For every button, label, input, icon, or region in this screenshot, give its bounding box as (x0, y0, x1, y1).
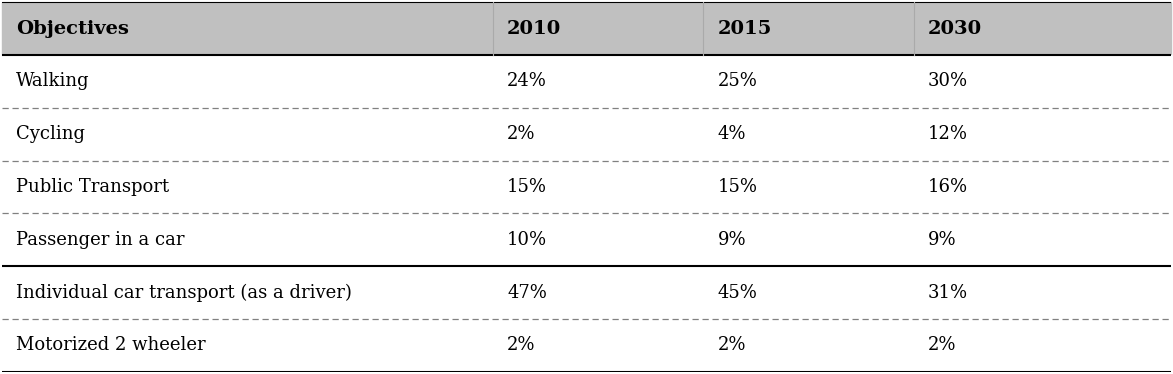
Text: 2%: 2% (507, 125, 536, 143)
Text: 25%: 25% (718, 72, 758, 91)
Text: 12%: 12% (928, 125, 968, 143)
Text: Passenger in a car: Passenger in a car (16, 231, 184, 249)
Bar (2, 214, 1171, 266)
Bar (2, 55, 1171, 108)
Text: Public Transport: Public Transport (16, 178, 169, 196)
Bar (2, 108, 1171, 160)
Text: 45%: 45% (718, 283, 758, 302)
Text: Objectives: Objectives (16, 19, 129, 37)
Bar (2, 2, 1171, 55)
Text: 9%: 9% (928, 231, 956, 249)
Text: 30%: 30% (928, 72, 968, 91)
Text: 2%: 2% (507, 337, 536, 355)
Text: 16%: 16% (928, 178, 968, 196)
Text: 4%: 4% (718, 125, 746, 143)
Text: 10%: 10% (507, 231, 547, 249)
Text: 15%: 15% (507, 178, 547, 196)
Text: 47%: 47% (507, 283, 547, 302)
Text: Individual car transport (as a driver): Individual car transport (as a driver) (16, 283, 352, 302)
Text: 2030: 2030 (928, 19, 982, 37)
Text: 2010: 2010 (507, 19, 561, 37)
Bar (2, 160, 1171, 214)
Text: 2015: 2015 (718, 19, 772, 37)
Text: 31%: 31% (928, 283, 968, 302)
Bar (2, 319, 1171, 372)
Text: 24%: 24% (507, 72, 547, 91)
Text: Motorized 2 wheeler: Motorized 2 wheeler (16, 337, 205, 355)
Text: Walking: Walking (16, 72, 89, 91)
Text: 15%: 15% (718, 178, 758, 196)
Text: Cycling: Cycling (16, 125, 86, 143)
Text: 9%: 9% (718, 231, 746, 249)
Text: 2%: 2% (928, 337, 956, 355)
Bar (2, 266, 1171, 319)
Text: 2%: 2% (718, 337, 746, 355)
